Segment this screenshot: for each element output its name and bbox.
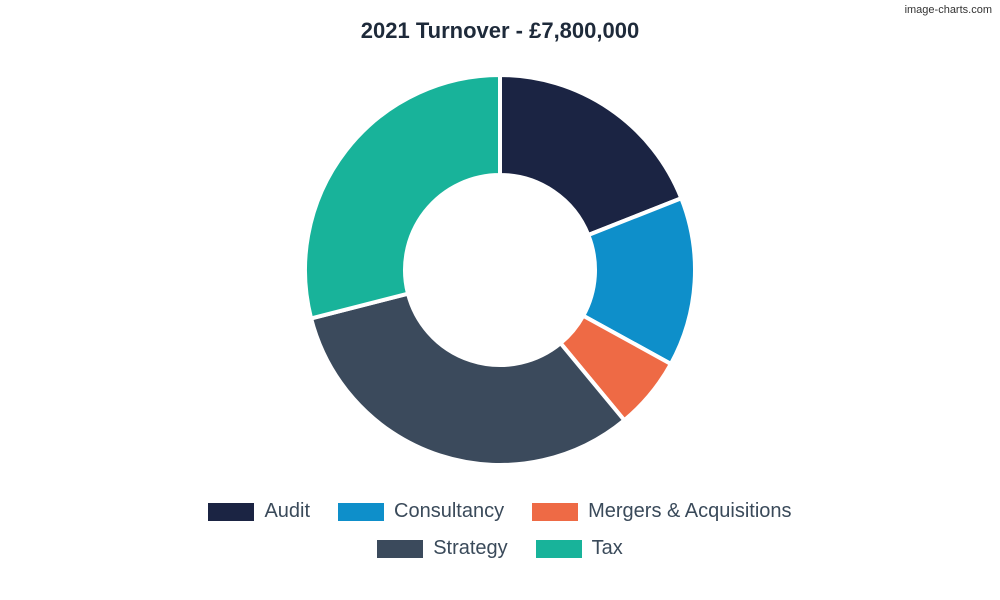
donut-slice (311, 294, 624, 465)
legend-label: Strategy (433, 537, 507, 560)
legend-swatch (536, 540, 582, 558)
donut-slice (305, 75, 500, 318)
donut-chart (290, 60, 710, 480)
legend-item: Strategy (377, 537, 507, 560)
legend-label: Consultancy (394, 500, 504, 523)
legend: Audit Consultancy Mergers & Acquisitions St… (0, 500, 1000, 560)
chart-title: 2021 Turnover - £7,800,000 (0, 18, 1000, 44)
legend-swatch (377, 540, 423, 558)
legend-row: Strategy Tax (0, 537, 1000, 560)
legend-item: Consultancy (338, 500, 504, 523)
legend-item: Mergers & Acquisitions (532, 500, 791, 523)
legend-label: Tax (592, 537, 623, 560)
legend-label: Mergers & Acquisitions (588, 500, 791, 523)
watermark: image-charts.com (905, 4, 992, 16)
legend-item: Tax (536, 537, 623, 560)
legend-swatch (532, 503, 578, 521)
legend-swatch (338, 503, 384, 521)
legend-swatch (208, 503, 254, 521)
legend-label: Audit (264, 500, 310, 523)
legend-item: Audit (208, 500, 310, 523)
legend-row: Audit Consultancy Mergers & Acquisitions (0, 500, 1000, 523)
